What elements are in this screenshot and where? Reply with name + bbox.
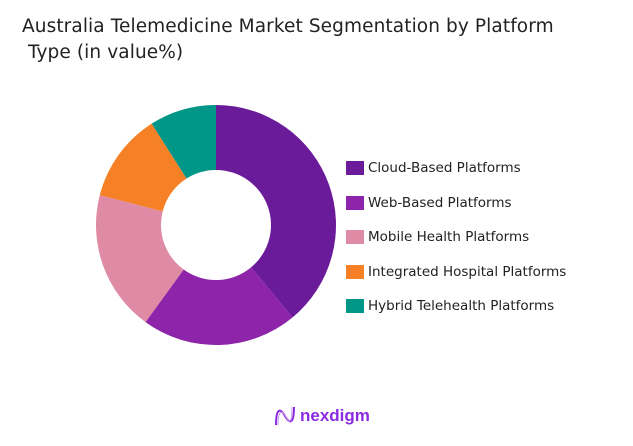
legend-item: Mobile Health Platforms <box>346 220 566 255</box>
legend-swatch <box>346 195 364 210</box>
nexdigm-logo: nexdigm <box>274 405 370 427</box>
legend-label: Mobile Health Platforms <box>368 229 530 246</box>
donut-slice-integrated-hospital-platforms <box>99 123 187 212</box>
legend-swatch <box>346 264 364 279</box>
legend-swatch <box>346 299 364 314</box>
legend-swatch <box>346 161 364 176</box>
legend-label: Cloud-Based Platforms <box>368 160 521 177</box>
legend-item: Hybrid Telehealth Platforms <box>346 289 566 324</box>
legend-label: Web-Based Platforms <box>368 194 512 211</box>
legend-item: Cloud-Based Platforms <box>346 151 566 186</box>
nexdigm-logo-icon <box>275 406 295 426</box>
donut-slice-mobile-health-platforms <box>95 195 184 323</box>
chart-title: Australia Telemedicine Market Segmentati… <box>22 16 554 63</box>
legend-item: Integrated Hospital Platforms <box>346 255 566 290</box>
legend-label: Integrated Hospital Platforms <box>368 263 567 280</box>
logo-text: nexdigm <box>300 406 370 425</box>
donut-slice-hybrid-telehealth-platforms <box>151 105 216 179</box>
donut-slice-web-based-platforms <box>145 267 293 346</box>
legend-label: Hybrid Telehealth Platforms <box>368 298 555 315</box>
donut-slice-cloud-based-platforms <box>216 105 337 318</box>
legend-swatch <box>346 230 364 245</box>
legend: Cloud-Based Platforms Web-Based Platforms… <box>346 151 566 324</box>
legend-item: Web-Based Platforms <box>346 186 566 221</box>
